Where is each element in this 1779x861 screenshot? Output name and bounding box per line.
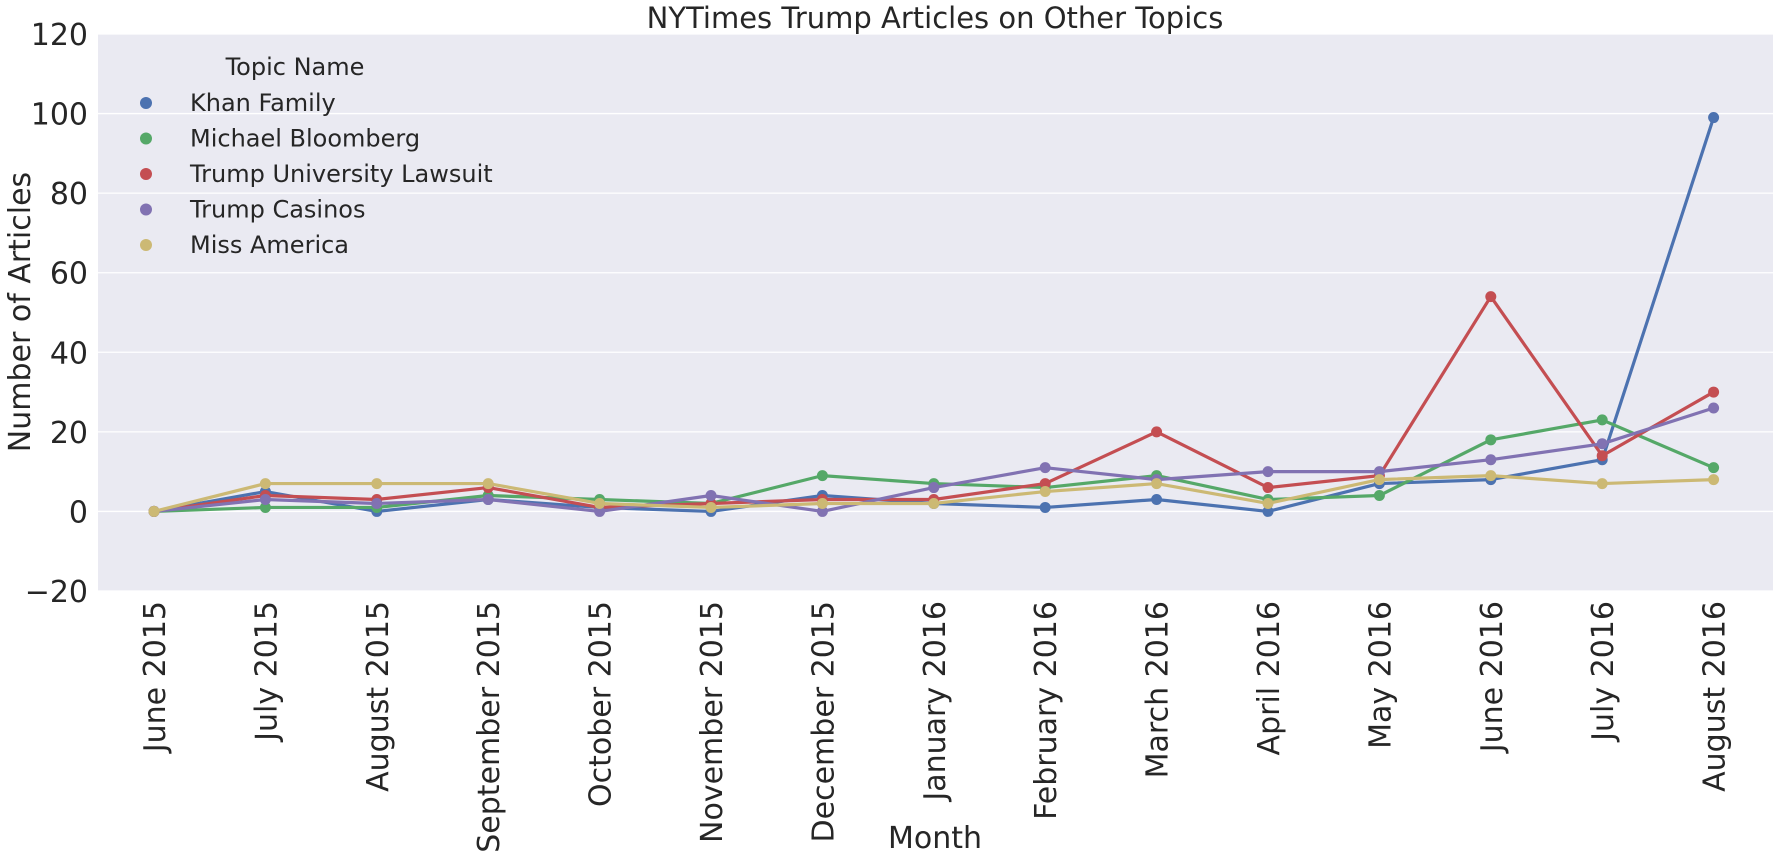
data-point: [1596, 438, 1608, 450]
chart-title: NYTimes Trump Articles on Other Topics: [647, 1, 1224, 35]
legend-label: Trump Casinos: [189, 196, 366, 224]
series-lines: [148, 112, 1720, 517]
legend-marker: [140, 203, 152, 216]
data-point: [1262, 505, 1274, 517]
legend-label: Michael Bloomberg: [190, 125, 420, 153]
data-point: [705, 490, 717, 502]
y-tick-label: 120: [31, 18, 88, 53]
x-tick-label: December 2015: [806, 601, 841, 842]
data-point: [1485, 470, 1497, 482]
data-point: [816, 505, 828, 517]
legend-label: Khan Family: [190, 89, 336, 117]
data-point: [816, 497, 828, 509]
data-point: [1039, 501, 1051, 513]
x-tick-label: August 2016: [1698, 601, 1733, 792]
data-point: [1039, 486, 1051, 498]
data-point: [928, 482, 940, 494]
y-tick-label: −20: [25, 575, 88, 610]
data-point: [1485, 434, 1497, 446]
legend-marker: [140, 97, 152, 109]
data-point: [1596, 450, 1608, 462]
data-point: [1262, 482, 1274, 494]
y-tick-label: 60: [50, 257, 88, 292]
data-point: [1151, 493, 1163, 505]
data-point: [1708, 112, 1720, 124]
data-point: [1708, 462, 1720, 474]
data-point: [1596, 414, 1608, 426]
legend-label: Trump University Lawsuit: [189, 160, 493, 188]
data-point: [1151, 426, 1163, 438]
data-point: [705, 501, 717, 513]
data-point: [148, 505, 160, 517]
data-point: [594, 497, 606, 509]
data-point: [259, 501, 271, 513]
data-point: [1151, 478, 1163, 490]
legend-marker: [140, 132, 152, 145]
x-tick-label: September 2015: [472, 601, 507, 853]
y-axis-label: Number of Articles: [3, 172, 38, 452]
data-point: [1485, 454, 1497, 466]
data-point: [1039, 478, 1051, 490]
x-tick-label: February 2016: [1029, 601, 1064, 820]
x-tick-label: January 2016: [918, 601, 953, 803]
legend-marker: [140, 168, 152, 180]
x-tick-label: August 2015: [361, 601, 396, 792]
data-point: [1373, 490, 1385, 502]
data-point: [259, 478, 271, 490]
data-point: [371, 497, 383, 509]
x-tick-labels: June 2015 July 2015 August 2015 September 2…: [138, 601, 1733, 853]
y-tick-label: 20: [50, 416, 88, 451]
x-tick-label: July 2015: [249, 601, 284, 743]
x-tick-label: November 2015: [695, 601, 730, 843]
legend-title: Topic Name: [225, 53, 365, 81]
data-point: [1262, 466, 1274, 478]
data-point: [482, 493, 494, 505]
series-3: [148, 402, 1720, 517]
y-tick-label: 80: [50, 177, 88, 212]
data-point: [1262, 497, 1274, 509]
data-point: [816, 470, 828, 482]
x-tick-label: June 2015: [138, 601, 173, 754]
legend: Topic Name Khan Family Michael Bloomberg T…: [140, 53, 493, 259]
data-point: [1485, 291, 1497, 303]
series-4: [148, 470, 1720, 517]
x-tick-label: June 2016: [1475, 601, 1510, 754]
legend-marker: [140, 239, 152, 251]
data-point: [1708, 386, 1720, 398]
x-tick-label: March 2016: [1141, 601, 1176, 778]
data-point: [482, 478, 494, 490]
x-tick-label: May 2016: [1363, 601, 1398, 749]
x-tick-label: July 2016: [1586, 601, 1621, 743]
data-point: [1708, 474, 1720, 486]
data-point: [259, 493, 271, 505]
data-point: [1596, 478, 1608, 490]
data-point: [1039, 462, 1051, 474]
x-axis-label: Month: [888, 821, 982, 856]
legend-label: Miss America: [190, 231, 349, 259]
data-point: [594, 505, 606, 517]
y-tick-label: 40: [50, 336, 88, 371]
y-tick-label: 0: [69, 495, 88, 530]
data-point: [1373, 466, 1385, 478]
data-point: [928, 497, 940, 509]
data-point: [371, 478, 383, 490]
x-tick-label: October 2015: [584, 601, 619, 807]
x-tick-label: April 2016: [1252, 601, 1287, 755]
y-tick-labels: −20 0 20 40 60 80 100 120: [25, 18, 88, 610]
y-tick-label: 100: [31, 98, 88, 133]
data-point: [1708, 402, 1720, 414]
data-point: [1373, 474, 1385, 486]
